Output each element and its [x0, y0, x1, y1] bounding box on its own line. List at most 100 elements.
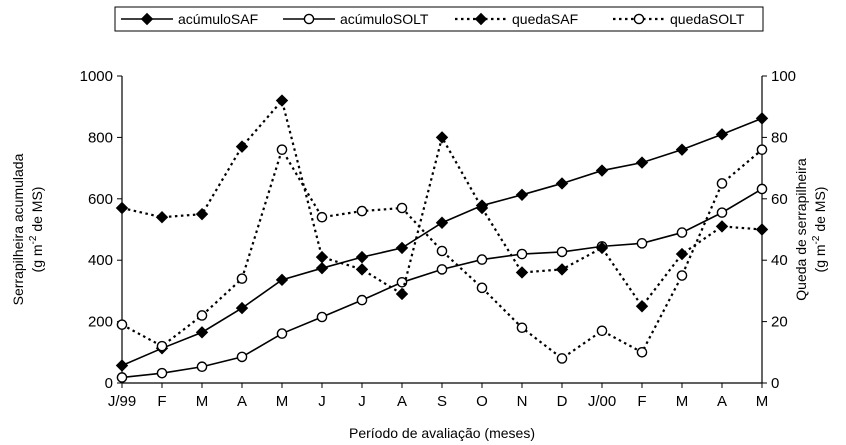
x-tick-label: J/00: [588, 393, 616, 410]
legend-label: acúmuloSAF: [178, 11, 258, 27]
data-point-acúmuloSAF: [315, 261, 329, 275]
data-point-acúmuloSAF: [515, 188, 529, 202]
legend-item-quedaSAF: quedaSAF: [455, 11, 578, 27]
left-y-tick-label: 0: [105, 375, 113, 392]
right-y-tick-label: 0: [771, 375, 779, 392]
data-point-acúmuloSOLT: [636, 238, 648, 249]
data-point-acúmuloSAF: [395, 241, 409, 255]
legend-label: quedaSOLT: [670, 11, 745, 27]
x-tick-label: N: [517, 393, 528, 410]
data-point-acúmuloSAF: [715, 128, 729, 141]
y-axis-title-units-rest: de MS): [29, 187, 45, 236]
data-point-quedaSAF: [315, 250, 329, 264]
y-axis-title-units-rest: de MS): [812, 187, 828, 236]
data-point-quedaSAF: [755, 223, 769, 236]
data-point-quedaSOLT: [556, 353, 568, 364]
axes: 0 200 400 600 800 1000 0 20 40 60 80 100 J/99 F M A M J J A…: [80, 68, 796, 410]
series-line-quedaSOLT: [121, 146, 763, 360]
legend-item-quedaSOLT: quedaSOLT: [613, 11, 745, 27]
data-point-acúmuloSOLT: [196, 361, 208, 373]
y-axis-title-line: Queda de serrapilheira: [793, 158, 809, 301]
data-point-acúmuloSOLT: [676, 227, 688, 238]
series-acúmuloSOLT: [116, 183, 768, 383]
x-tick-label: M: [196, 393, 209, 410]
left-y-tick-label: 200: [88, 314, 113, 331]
data-point-quedaSAF: [155, 211, 169, 224]
data-point-quedaSAF: [355, 263, 369, 276]
y-axis-title-exponent: -2: [811, 235, 822, 244]
x-tick-label: A: [237, 393, 247, 410]
x-tick-label: F: [637, 393, 646, 410]
x-tick-label: M: [756, 393, 769, 410]
data-point-acúmuloSOLT: [156, 367, 168, 379]
data-point-acúmuloSOLT: [436, 264, 448, 275]
series-line-quedaSAF: [121, 98, 763, 309]
data-point-acúmuloSAF: [115, 359, 129, 372]
data-point-acúmuloSOLT: [276, 328, 288, 339]
left-y-tick-label: 1000: [80, 68, 113, 85]
x-axis-title: Período de avaliação (meses): [349, 425, 535, 441]
data-point-acúmuloSAF: [355, 250, 369, 264]
data-point-quedaSAF: [475, 201, 489, 215]
data-point-quedaSOLT: [116, 319, 128, 330]
left-y-tick-label: 400: [88, 252, 113, 269]
data-point-quedaSAF: [555, 263, 569, 276]
series-quedaSOLT: [116, 144, 768, 364]
data-point-quedaSOLT: [436, 245, 448, 257]
x-tick-label: S: [437, 393, 447, 410]
legend-item-acúmuloSAF: acúmuloSAF: [121, 11, 258, 27]
x-tick-label: F: [157, 393, 166, 410]
data-point-acúmuloSAF: [675, 143, 689, 156]
data-point-acúmuloSAF: [235, 301, 249, 315]
data-point-acúmuloSOLT: [716, 207, 728, 218]
data-point-quedaSAF: [275, 94, 289, 107]
legend: acúmuloSAF acúmuloSOLT quedaSAF quedaSOLT: [114, 6, 764, 32]
x-tick-label: J: [318, 393, 326, 410]
data-point-acúmuloSAF: [555, 177, 569, 190]
right-y-tick-label: 60: [771, 191, 788, 208]
data-point-acúmuloSOLT: [756, 183, 768, 195]
data-point-quedaSAF: [675, 247, 689, 261]
legend-swatch-marker: [140, 12, 154, 26]
y-axis-title-units: (g m-2 de MS): [28, 187, 45, 273]
legend-label: acúmuloSOLT: [340, 11, 429, 27]
series-line-acúmuloSAF: [121, 117, 763, 367]
data-point-acúmuloSAF: [195, 326, 209, 339]
data-point-quedaSAF: [595, 241, 609, 255]
data-point-quedaSOLT: [636, 346, 648, 358]
data-point-quedaSAF: [515, 266, 529, 279]
data-point-acúmuloSOLT: [476, 254, 488, 265]
data-point-quedaSOLT: [516, 322, 528, 334]
x-tick-label: A: [397, 393, 407, 410]
legend-swatch-marker: [474, 12, 488, 26]
data-point-acúmuloSOLT: [356, 294, 368, 306]
right-y-tick-label: 20: [771, 314, 788, 331]
data-point-acúmuloSOLT: [316, 311, 328, 323]
right-y-axis-title: Queda de serrapilheira (g m-2 de MS): [793, 158, 828, 301]
x-tick-label: O: [476, 393, 488, 410]
y-axis-title-exponent: -2: [28, 235, 39, 244]
data-point-quedaSOLT: [596, 325, 608, 337]
data-point-quedaSOLT: [236, 273, 248, 284]
data-point-quedaSOLT: [276, 144, 288, 155]
data-point-quedaSAF: [435, 131, 449, 144]
data-point-acúmuloSAF: [755, 112, 769, 125]
data-point-quedaSOLT: [356, 205, 368, 217]
y-axis-title-line: Serrapilheira acumulada: [10, 153, 26, 305]
x-tick-label: J/99: [108, 393, 136, 410]
series-layer: [115, 94, 769, 383]
data-point-quedaSOLT: [756, 144, 768, 155]
data-point-quedaSAF: [715, 220, 729, 233]
data-point-quedaSAF: [635, 300, 649, 313]
data-point-acúmuloSOLT: [556, 246, 568, 258]
x-tick-label: D: [557, 393, 568, 410]
data-point-acúmuloSOLT: [236, 351, 248, 363]
data-point-quedaSOLT: [716, 178, 728, 189]
data-point-quedaSOLT: [476, 282, 488, 294]
data-point-acúmuloSAF: [275, 273, 289, 287]
data-point-quedaSAF: [395, 287, 409, 301]
data-point-quedaSOLT: [316, 211, 328, 223]
legend-item-acúmuloSOLT: acúmuloSOLT: [283, 11, 429, 27]
data-point-quedaSOLT: [396, 202, 408, 214]
data-point-acúmuloSOLT: [116, 372, 128, 383]
